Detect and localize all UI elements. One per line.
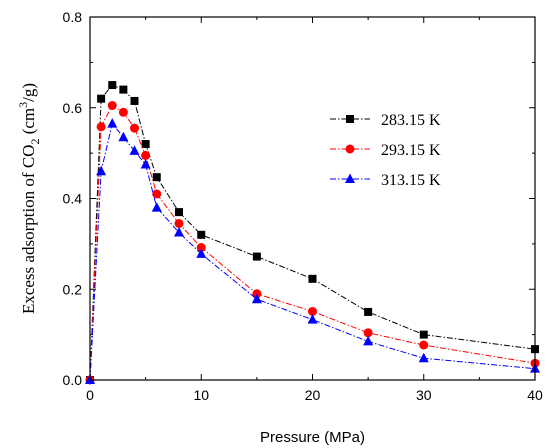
data-point-283-15-K	[97, 94, 106, 103]
axes-layer: 0 10 20 30 40 0.0 0.2 0.4 0.6 0.8 Pressure (MPa) Ex…	[16, 9, 543, 446]
data-point-313-15-K	[307, 314, 318, 324]
data-point-283-15-K	[108, 81, 117, 90]
legend-label: 283.15 K	[381, 112, 441, 129]
x-tick-label: 20	[305, 387, 321, 403]
data-point-283-15-K	[141, 140, 150, 149]
legend-marker	[345, 144, 355, 154]
data-point-293-15-K	[196, 243, 206, 253]
series-line-283-15-K	[89, 84, 536, 381]
legend-marker	[346, 115, 354, 123]
data-point-313-15-K	[196, 248, 207, 258]
series-line-293-15-K	[89, 104, 536, 381]
legend-marker	[345, 173, 355, 183]
series-283-15-K	[86, 81, 539, 384]
data-point-283-15-K	[119, 85, 128, 94]
data-point-293-15-K	[96, 122, 106, 132]
data-point-283-15-K	[419, 330, 428, 339]
data-point-293-15-K	[363, 328, 373, 338]
y-tick-label: 0.6	[63, 100, 83, 116]
legend-entry-313-15-K: 313.15 K	[330, 172, 441, 189]
data-point-313-15-K	[107, 118, 118, 128]
data-point-313-15-K	[96, 165, 107, 176]
data-point-293-15-K	[107, 100, 117, 110]
series-layer	[85, 81, 540, 385]
series-313-15-K	[85, 118, 540, 384]
data-point-283-15-K	[152, 173, 161, 182]
y-tick-label: 0.2	[63, 281, 83, 297]
legend-entry-283-15-K: 283.15 K	[330, 112, 441, 129]
y-tick-label: 0.0	[63, 372, 83, 388]
data-point-293-15-K	[308, 306, 317, 316]
data-point-293-15-K	[130, 123, 139, 133]
legend-label: 313.15 K	[381, 172, 441, 189]
series-line-313-15-K	[89, 122, 536, 381]
plot-frame	[89, 16, 536, 381]
data-point-283-15-K	[364, 307, 373, 316]
y-axis-title: Excess adsorption of CO2 (cm3/g)	[16, 83, 42, 314]
data-point-293-15-K	[152, 189, 162, 199]
data-point-283-15-K	[197, 230, 206, 239]
data-point-283-15-K	[175, 208, 183, 217]
legend: 283.15 K 293.15 K 313.15 K	[330, 112, 441, 189]
x-tick-label: 0	[86, 387, 94, 403]
data-point-283-15-K	[252, 252, 261, 261]
y-tick-label: 0.4	[63, 191, 83, 207]
x-tick-label: 10	[193, 387, 209, 403]
series-293-15-K	[85, 100, 540, 385]
data-point-293-15-K	[118, 107, 128, 117]
data-point-283-15-K	[130, 96, 139, 105]
data-point-313-15-K	[418, 352, 429, 363]
data-point-293-15-K	[141, 150, 151, 160]
data-point-313-15-K	[151, 202, 162, 212]
data-point-283-15-K	[308, 274, 317, 283]
x-axis-title: Pressure (MPa)	[260, 429, 365, 446]
data-point-293-15-K	[174, 218, 184, 228]
data-point-293-15-K	[419, 340, 429, 350]
data-point-313-15-K	[174, 227, 184, 237]
x-tick-label: 30	[416, 387, 432, 403]
data-point-313-15-K	[363, 335, 374, 346]
data-point-313-15-K	[118, 131, 129, 142]
data-point-313-15-K	[251, 293, 262, 304]
y-tick-label: 0.8	[63, 9, 83, 25]
legend-label: 293.15 K	[381, 142, 441, 159]
x-tick-label: 40	[527, 387, 543, 403]
data-point-313-15-K	[140, 158, 151, 169]
legend-entry-293-15-K: 293.15 K	[330, 142, 441, 159]
data-point-313-15-K	[129, 145, 140, 155]
